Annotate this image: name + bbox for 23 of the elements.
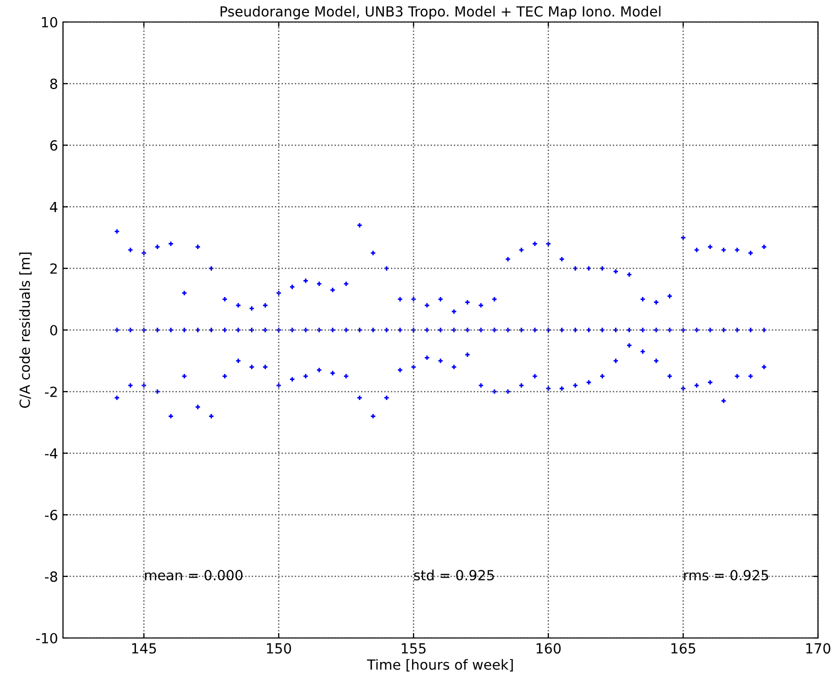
y-tick-label: -2 xyxy=(44,386,57,397)
y-tick-label: 8 xyxy=(50,78,58,90)
annotation: mean = 0.000 xyxy=(145,570,242,580)
y-axis-title: C/A code residuals [m] xyxy=(19,252,32,408)
y-tick-label: 4 xyxy=(50,202,58,212)
y-tick-label: -4 xyxy=(44,448,58,458)
x-tick-label: 165 xyxy=(671,643,696,654)
x-axis-title: Time [hours of week] xyxy=(366,659,513,672)
x-tick-label: 145 xyxy=(132,643,156,654)
y-tick-label: -10 xyxy=(36,632,58,644)
y-tick-label: 6 xyxy=(50,140,58,151)
x-tick-label: 170 xyxy=(806,643,830,654)
y-tick-label: 2 xyxy=(50,263,57,274)
chart-title: Pseudorange Model, UNB3 Tropo. Model + TEC Map Iono. Model xyxy=(220,6,660,20)
x-tick-label: 150 xyxy=(266,643,292,654)
x-tick-label: 155 xyxy=(402,643,426,654)
y-tick-label: 10 xyxy=(42,16,58,28)
y-tick-label: -6 xyxy=(44,510,58,520)
y-tick-label: 0 xyxy=(50,324,58,336)
annotation: std = 0.925 xyxy=(414,570,494,580)
y-tick-label: -8 xyxy=(44,571,58,582)
annotation: rms = 0.925 xyxy=(684,570,768,580)
x-tick-label: 160 xyxy=(536,643,561,654)
